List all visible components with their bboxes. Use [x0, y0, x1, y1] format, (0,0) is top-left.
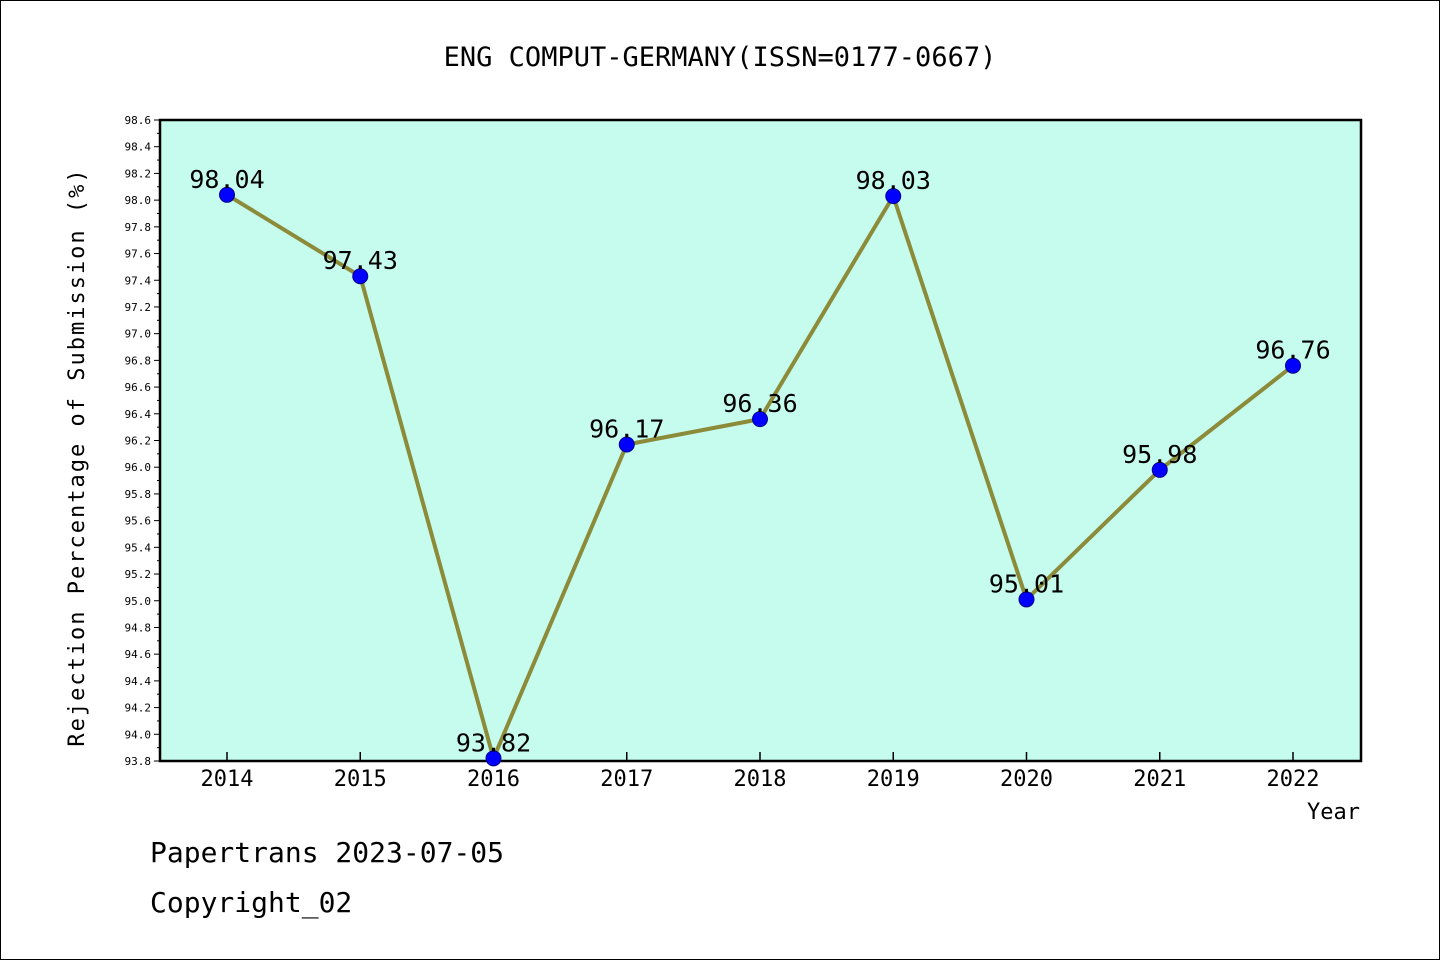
y-tick-label: 95.8	[125, 488, 152, 501]
y-tick-label: 98.0	[125, 194, 152, 207]
data-point-marker	[885, 188, 902, 205]
x-tick-label: 2018	[734, 767, 787, 792]
y-tick-label: 97.2	[125, 301, 152, 314]
plot-area	[158, 118, 1363, 763]
chart-title: ENG COMPUT-GERMANY(ISSN=0177-0667)	[444, 42, 997, 73]
x-axis-ticks: 2014 2015 2016 2017 2018 2019 2020 2021 2022	[201, 752, 1320, 792]
y-axis-label: Rejection Percentage of Submission (%)	[65, 167, 90, 746]
y-tick-label: 95.4	[125, 541, 152, 554]
y-tick-label: 96.0	[125, 461, 152, 474]
y-tick-label: 94.0	[125, 728, 152, 741]
y-tick-label: 97.4	[125, 274, 152, 287]
data-point-marker	[352, 268, 369, 285]
x-tick-label: 2021	[1133, 767, 1186, 792]
x-tick-label: 2014	[201, 767, 254, 792]
x-tick-label: 2016	[467, 767, 520, 792]
y-tick-label: 95.2	[125, 568, 152, 581]
y-tick-label: 95.6	[125, 515, 152, 528]
footer-copyright-text: Copyright_02	[150, 886, 353, 919]
data-value-label: 95.98	[1122, 440, 1197, 469]
data-point-marker	[1018, 591, 1035, 608]
y-tick-label: 94.4	[125, 675, 152, 688]
series-layer	[219, 186, 1301, 767]
data-value-label: 98.03	[856, 166, 931, 195]
y-tick-label: 95.0	[125, 595, 152, 608]
data-point-marker	[1151, 461, 1168, 478]
y-tick-label: 97.0	[125, 328, 152, 341]
data-value-label: 97.43	[323, 246, 398, 275]
y-tick-label: 98.4	[125, 141, 152, 154]
y-tick-label: 97.8	[125, 221, 152, 234]
x-tick-label: 2019	[867, 767, 920, 792]
y-tick-label: 96.8	[125, 354, 152, 367]
y-tick-label: 94.6	[125, 648, 152, 661]
x-tick-label: 2017	[600, 767, 653, 792]
x-tick-label: 2022	[1267, 767, 1320, 792]
data-point-marker	[219, 186, 235, 203]
x-axis-label: Year	[1307, 800, 1360, 825]
y-tick-label: 98.2	[125, 167, 152, 180]
data-point-marker	[1285, 357, 1301, 374]
x-tick-label: 2015	[334, 767, 387, 792]
data-value-label: 95.01	[989, 569, 1064, 598]
x-tick-label: 2020	[1000, 767, 1053, 792]
data-value-label: 96.17	[589, 415, 664, 444]
y-tick-label: 96.6	[125, 381, 152, 394]
data-value-label: 98.04	[189, 165, 264, 194]
data-value-label: 93.82	[456, 728, 531, 757]
data-point-marker	[752, 411, 768, 428]
data-value-label: 96.76	[1255, 336, 1330, 365]
y-tick-label: 97.6	[125, 248, 152, 261]
data-labels: 98.04 97.43 93.82 96.17 96.36 98.03 95.01 95.98…	[189, 165, 1330, 758]
y-axis-ticks: 93.8 94.0 94.2 94.4 94.6 94.8 95.0 95.2 95.4 95.6…	[125, 114, 160, 768]
footer-date-text: Papertrans 2023-07-05	[150, 836, 505, 869]
y-tick-label: 93.8	[125, 755, 152, 768]
data-value-label: 96.36	[722, 389, 797, 418]
y-tick-label: 94.8	[125, 621, 152, 634]
data-point-marker	[618, 436, 635, 453]
y-tick-label: 94.2	[125, 702, 152, 715]
y-tick-label: 96.4	[125, 408, 152, 421]
y-tick-label: 96.2	[125, 435, 152, 448]
data-point-marker	[485, 750, 502, 767]
y-tick-label: 98.6	[125, 114, 152, 127]
